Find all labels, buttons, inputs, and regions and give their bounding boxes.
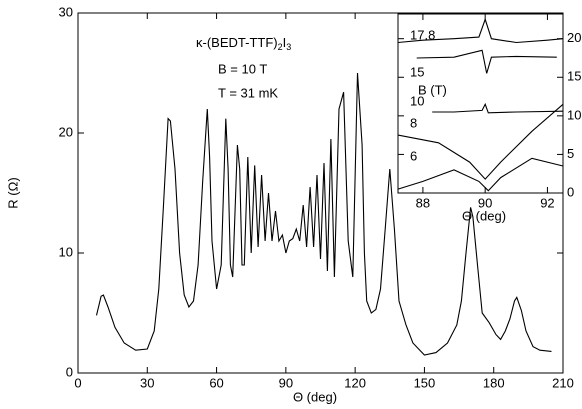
y-tick-label: 5 (567, 146, 574, 161)
annotation: T = 31 mK (218, 85, 278, 100)
series-label: 17.8 (410, 27, 435, 42)
curve (397, 103, 564, 180)
y-tick-label: 0 (567, 184, 574, 199)
compound-part: 3 (286, 42, 291, 52)
y-tick-label: 20 (59, 124, 73, 139)
y-axis-label: R (Ω) (5, 177, 20, 208)
curve (95, 72, 552, 356)
y-tick-label: 15 (567, 69, 581, 84)
compound: κ-(BEDT-TTF)2I3 (196, 35, 291, 52)
inset-plot: 88 90 92 0 5 10 15 20 17.8 15 10 8 6 (397, 14, 581, 210)
x-tick-label: 210 (552, 375, 574, 390)
inset-x-axis-label: Θ (deg) (462, 208, 506, 223)
compound-part: I (283, 35, 287, 50)
y-tick-label: 20 (567, 30, 581, 45)
series-label: 6 (410, 148, 417, 163)
compound-part: κ-(BEDT-TTF) (196, 35, 278, 50)
x-tick-label: 0 (74, 375, 81, 390)
x-tick-label: 30 (140, 375, 154, 390)
x-tick-label: 60 (209, 375, 223, 390)
compound-part: 2 (278, 42, 283, 52)
curve (432, 102, 564, 114)
annotation: B = 10 T (218, 61, 267, 76)
curve (397, 17, 564, 44)
x-tick-label: 90 (279, 375, 293, 390)
y-tick-label: 0 (66, 364, 73, 379)
series-label: 15 (410, 64, 424, 79)
series-label: 10 (410, 93, 424, 108)
inset-frame (397, 13, 564, 194)
series-label: 8 (410, 115, 417, 130)
y-tick-label: 10 (567, 107, 581, 122)
x-axis-label: Θ (deg) (293, 389, 337, 404)
curve (416, 49, 557, 74)
inset-legend-title: B (T) (418, 82, 447, 97)
x-tick-label: 180 (483, 375, 505, 390)
x-tick-label: 88 (416, 195, 430, 210)
x-tick-label: 150 (414, 375, 436, 390)
x-tick-label: 90 (478, 195, 492, 210)
x-tick-label: 120 (344, 375, 366, 390)
y-tick-label: 10 (59, 244, 73, 259)
y-tick-label: 30 (59, 4, 73, 19)
curve (397, 157, 564, 192)
x-tick-label: 92 (540, 195, 554, 210)
